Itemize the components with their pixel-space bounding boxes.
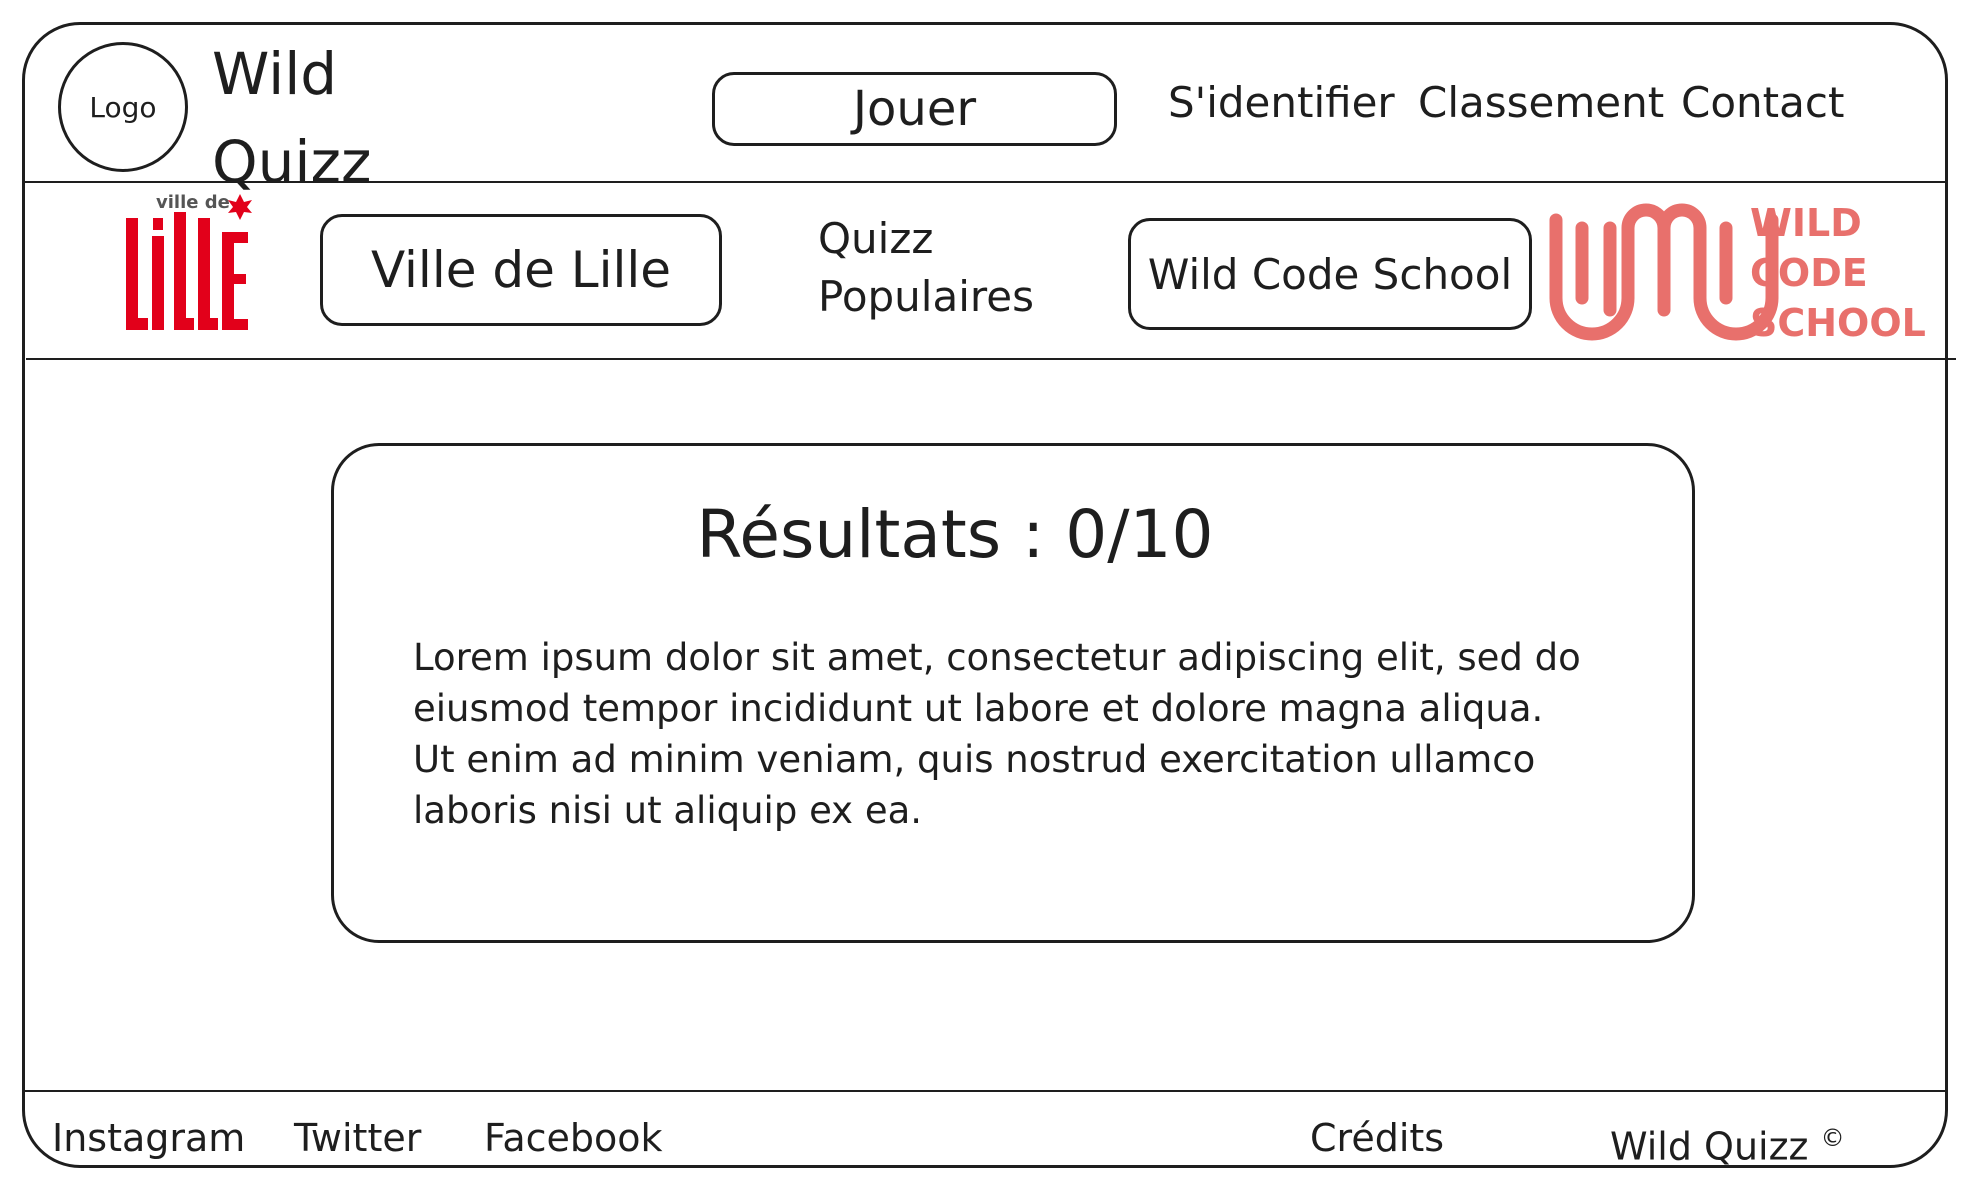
subheader-divider — [26, 358, 1956, 360]
wcs-logo-line2: CODE — [1750, 251, 1868, 295]
result-title: Résultats : 0/10 — [696, 496, 1214, 573]
logo-label: Logo — [89, 90, 157, 124]
footer-copyright: Wild Quizz © — [1610, 1115, 1845, 1170]
wild-code-school-label: Wild Code School — [1147, 249, 1513, 299]
footer-divider — [22, 1090, 1948, 1092]
lille-logo-text: lille — [122, 188, 124, 189]
footer-copyright-text: Wild Quizz — [1610, 1124, 1809, 1169]
play-button[interactable]: Jouer — [712, 72, 1117, 146]
brand-title-line1: Wild — [212, 40, 338, 108]
footer-instagram-link[interactable]: Instagram — [52, 1116, 246, 1160]
popular-quizzes-line2: Populaires — [818, 272, 1034, 321]
wild-code-school-logo[interactable]: WILD CODE SCHOOL — [1538, 198, 1938, 348]
nav-contact[interactable]: Contact — [1681, 78, 1845, 127]
nav-login[interactable]: S'identifier — [1168, 78, 1395, 127]
footer-twitter-link[interactable]: Twitter — [294, 1116, 422, 1160]
brand-title: Wild Quizz — [212, 30, 371, 206]
wcs-logo-line3: SCHOOL — [1750, 301, 1926, 345]
lille-logo[interactable]: ville de lille — [122, 188, 262, 338]
fleur-de-lys-icon — [228, 194, 252, 220]
window-frame — [22, 22, 1948, 1168]
result-card — [331, 443, 1695, 943]
nav-ranking[interactable]: Classement — [1418, 78, 1665, 127]
brand-title-line2: Quizz — [212, 128, 372, 196]
wild-code-school-button[interactable]: Wild Code School — [1128, 218, 1532, 330]
popular-quizzes[interactable]: Quizz Populaires — [818, 210, 1034, 326]
result-description: Lorem ipsum dolor sit amet, consectetur … — [413, 636, 1581, 832]
popular-quizzes-line1: Quizz — [818, 214, 934, 263]
site-logo[interactable]: Logo — [58, 42, 188, 172]
wcs-logo-line1: WILD — [1750, 201, 1862, 245]
footer-facebook-link[interactable]: Facebook — [484, 1116, 663, 1160]
lille-logo-wordmark — [126, 212, 248, 330]
footer-credits-link[interactable]: Crédits — [1310, 1116, 1445, 1160]
header-divider — [24, 181, 1946, 183]
ville-de-lille-button[interactable]: Ville de Lille — [320, 214, 722, 326]
ville-de-lille-label: Ville de Lille — [370, 241, 672, 299]
lille-logo-top-text: ville de — [156, 192, 230, 213]
play-button-label: Jouer — [852, 81, 977, 137]
wcs-wave-icon — [1549, 203, 1779, 341]
copyright-icon: © — [1820, 1124, 1845, 1152]
